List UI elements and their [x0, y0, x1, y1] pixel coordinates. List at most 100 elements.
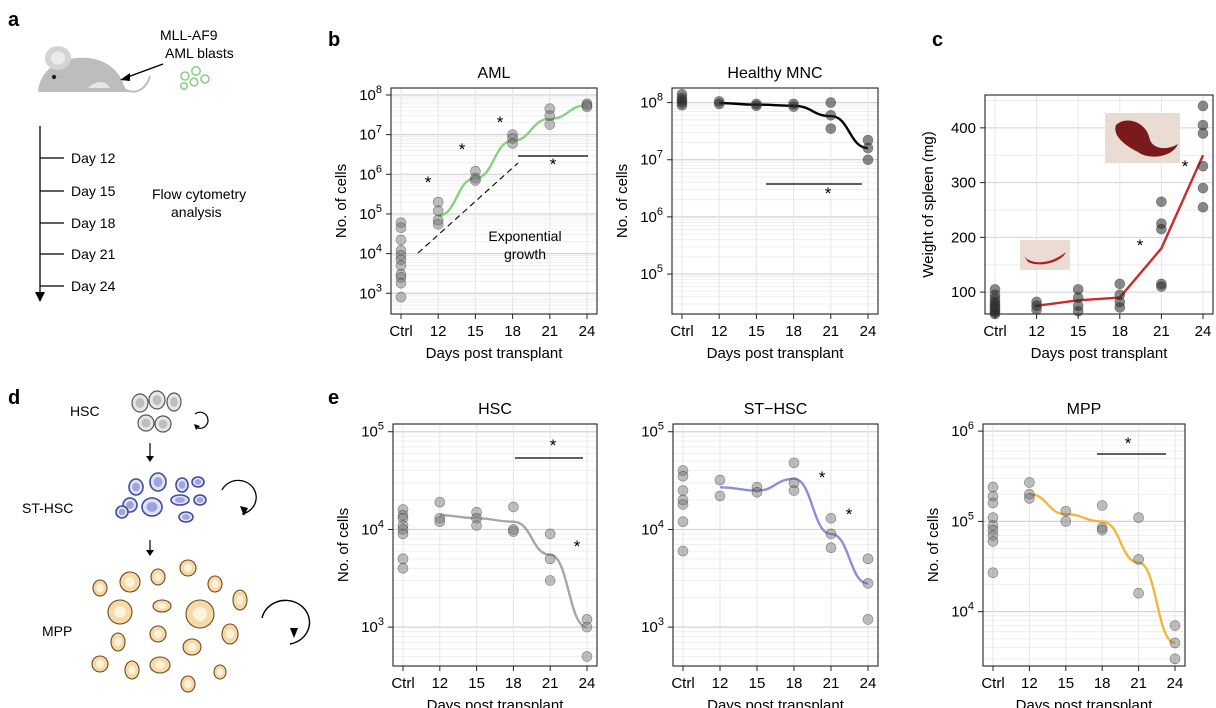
chart-sthsc: 103 104 105 Ctrl 12 15 18 21 24 Days post transpl…	[641, 401, 879, 708]
x-tick-label: Ctrl	[671, 675, 694, 692]
data-point	[397, 553, 409, 565]
y-tick-label: 105	[641, 421, 664, 441]
y-tick-label: 200	[951, 229, 976, 246]
data-point	[987, 497, 999, 509]
injection-arrow	[124, 63, 164, 79]
data-point	[395, 260, 407, 271]
x-axis-label: Days post transplant	[707, 697, 845, 708]
data-point	[987, 567, 999, 579]
analysis-label-1: Flow cytometry	[152, 186, 246, 202]
data-point	[1096, 522, 1108, 534]
chart-hsc: 103 104 105 Ctrl 12 15 18 21 24 Days post transpl…	[335, 401, 598, 708]
x-tick-label: 12	[1021, 675, 1038, 692]
data-point	[581, 101, 593, 113]
x-tick-label: Ctrl	[391, 675, 414, 692]
chart-title: Healthy MNC	[727, 65, 822, 82]
annotation-exponential: Exponential	[488, 228, 561, 244]
self-renew-st-hsc-icon	[221, 479, 257, 515]
data-point	[989, 308, 1001, 320]
timeline-arrow-icon	[35, 292, 45, 302]
data-point	[470, 175, 481, 186]
x-tick-label: 24	[860, 323, 877, 340]
data-point	[676, 99, 688, 111]
mouse-icon	[38, 46, 151, 93]
data-point	[1114, 278, 1126, 290]
annotation-growth: growth	[504, 246, 546, 262]
schematic-d: HSC ST-HSC MPP	[22, 390, 311, 693]
trend-line	[1029, 493, 1176, 645]
data-point	[395, 222, 407, 234]
data-point	[788, 477, 800, 489]
stage-label-mpp: MPP	[42, 623, 72, 639]
y-tick-label: 107	[359, 124, 382, 144]
significance-star: *	[550, 155, 557, 174]
trend-line	[437, 104, 588, 217]
x-tick-label: 24	[579, 675, 596, 692]
data-point	[397, 528, 409, 540]
y-tick-label: 104	[951, 601, 974, 621]
data-point	[397, 563, 409, 574]
significance-star: *	[425, 173, 432, 192]
data-point	[825, 123, 837, 134]
data-point	[395, 277, 407, 289]
x-tick-label: 12	[712, 675, 729, 692]
data-point	[1072, 305, 1084, 317]
y-tick-label: 106	[359, 163, 382, 183]
data-point	[1024, 488, 1035, 500]
y-tick-label: 105	[951, 510, 974, 530]
chart-title: HSC	[478, 401, 512, 418]
data-point	[677, 516, 689, 527]
chart-aml: 103 104 105 106 107 108 Ctrl 12 15 18 21 24 Days pos…	[333, 65, 598, 362]
trend-line	[719, 477, 869, 585]
timeline-day-label: Day 21	[71, 246, 116, 262]
y-tick-label: 108	[359, 84, 382, 104]
stage-label-st-hsc: ST-HSC	[22, 500, 73, 516]
data-point	[788, 485, 800, 496]
y-axis-label: No. of cells	[925, 508, 942, 582]
y-axis-label: No. of cells	[333, 164, 350, 238]
data-point	[1197, 128, 1209, 139]
data-point	[1169, 620, 1181, 631]
x-tick-label: 12	[430, 323, 447, 340]
plot-frame	[671, 87, 879, 315]
x-tick-label: 15	[748, 323, 765, 340]
exponential-guide-line	[417, 162, 519, 254]
data-point	[1114, 302, 1126, 313]
data-point	[471, 520, 482, 531]
data-point	[432, 196, 444, 208]
data-point	[432, 205, 444, 217]
data-point	[395, 269, 407, 280]
data-point	[395, 272, 407, 283]
data-point	[432, 218, 444, 230]
x-tick-label: 21	[542, 675, 559, 692]
data-point	[677, 485, 689, 496]
significance-star: *	[825, 184, 832, 203]
significance-star: *	[1125, 434, 1132, 453]
panel-label-e: e	[328, 387, 339, 409]
x-tick-label: 12	[431, 675, 448, 692]
data-point	[862, 578, 874, 589]
data-point	[544, 110, 556, 122]
data-point	[581, 614, 593, 625]
y-tick-label: 103	[641, 616, 664, 636]
data-point	[1031, 304, 1042, 315]
x-tick-label: 21	[541, 323, 558, 340]
aml-blasts-icon	[180, 66, 210, 91]
y-tick-label: 104	[359, 243, 382, 263]
plot-frame	[392, 423, 598, 667]
x-axis-label: Days post transplant	[707, 345, 845, 362]
data-point	[508, 501, 519, 513]
data-point	[471, 506, 482, 518]
plot-frame	[390, 87, 598, 315]
data-point	[825, 542, 837, 554]
data-point	[1156, 196, 1167, 208]
data-point	[825, 528, 837, 540]
data-point	[862, 142, 874, 154]
y-tick-label: 106	[640, 206, 663, 226]
x-tick-label: 15	[1070, 323, 1087, 340]
data-point	[862, 553, 874, 565]
significance-star: *	[574, 537, 581, 556]
chart-title: ST−HSC	[744, 401, 808, 418]
data-point	[470, 172, 481, 184]
